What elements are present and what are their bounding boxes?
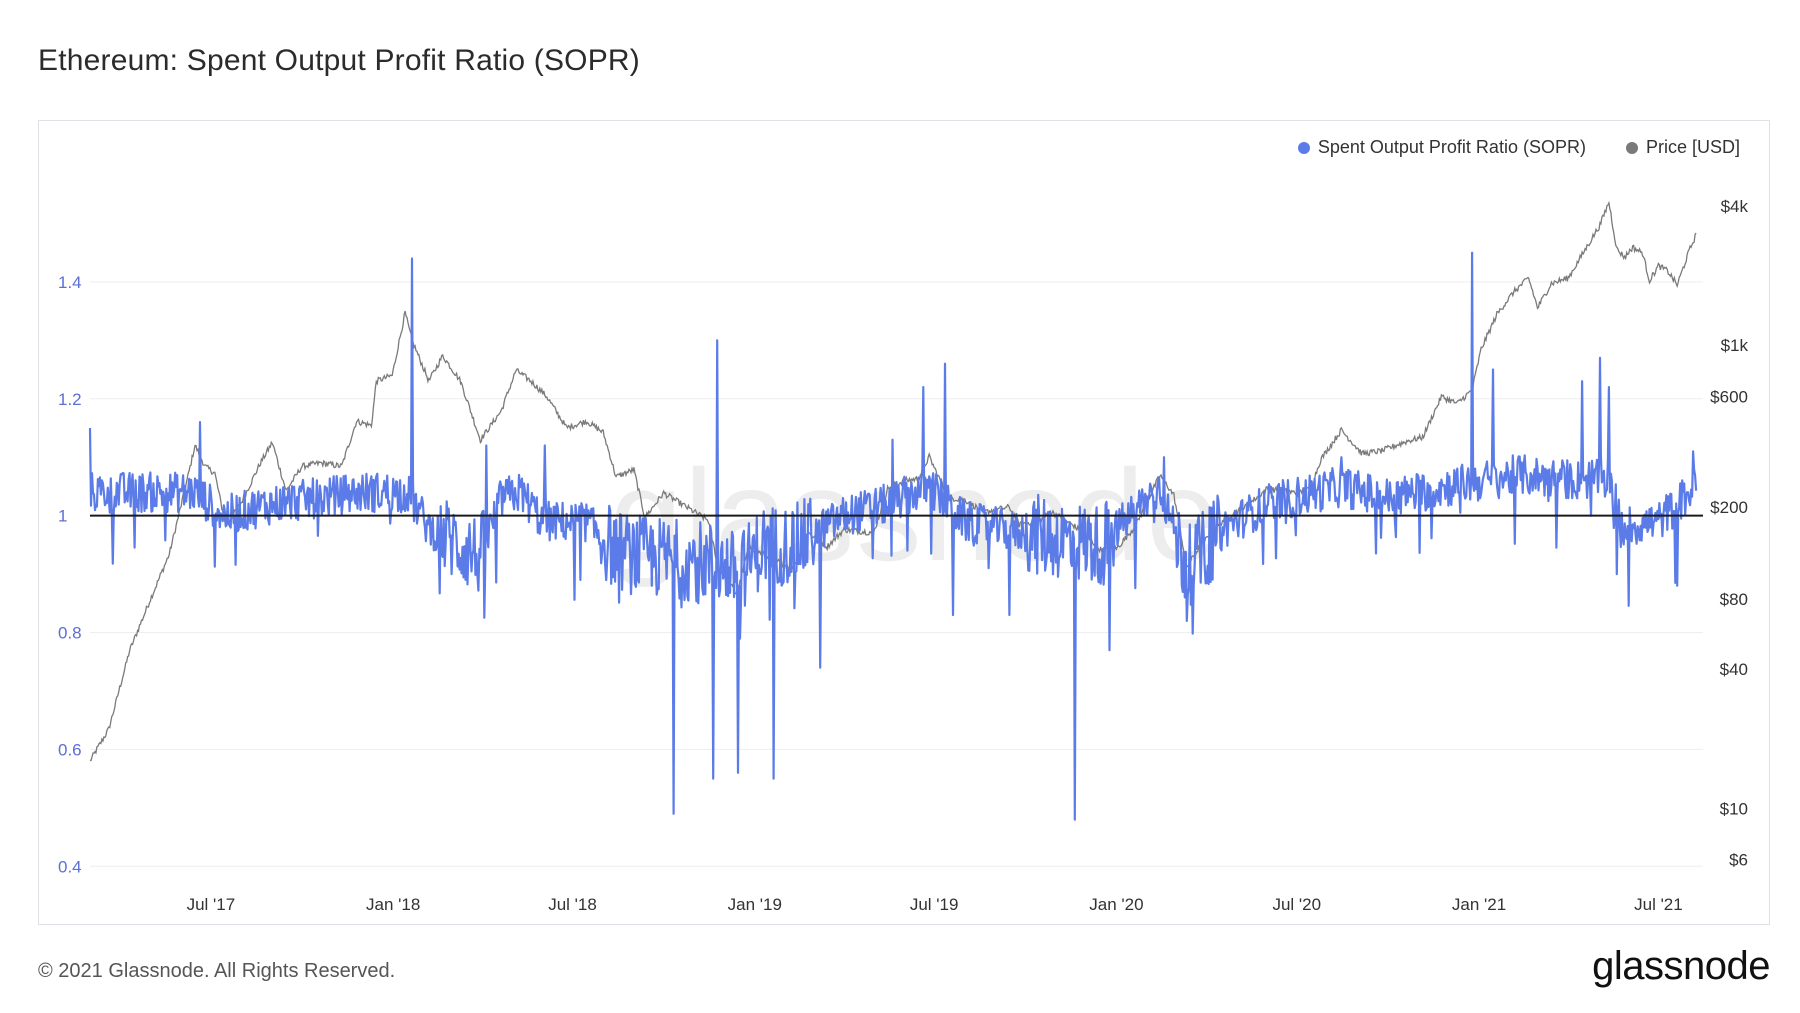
sopr-series-line <box>88 251 1698 821</box>
right-axis-tick-label: $40 <box>1720 660 1748 679</box>
x-axis-tick-label: Jul '19 <box>910 895 959 914</box>
left-axis-tick-label: 1.2 <box>58 390 82 409</box>
x-axis-tick-label: Jan '18 <box>366 895 420 914</box>
left-axis-tick-label: 0.4 <box>58 857 82 876</box>
legend-label-sopr: Spent Output Profit Ratio (SOPR) <box>1317 137 1586 157</box>
legend-item-sopr[interactable]: Spent Output Profit Ratio (SOPR) <box>1297 137 1586 158</box>
legend-label-price: Price [USD] <box>1645 137 1740 157</box>
glassnode-logo[interactable]: glassnode <box>1592 944 1770 988</box>
chart-legend: Spent Output Profit Ratio (SOPR) Price [… <box>1297 137 1740 158</box>
chart-frame <box>38 120 1770 925</box>
chart-title: Ethereum: Spent Output Profit Ratio (SOP… <box>38 44 640 77</box>
sopr-legend-dot <box>1297 141 1310 154</box>
left-axis-tick-label: 1 <box>58 507 67 526</box>
legend-item-price[interactable]: Price [USD] <box>1625 137 1740 158</box>
x-axis-tick-label: Jul '18 <box>548 895 597 914</box>
right-axis-tick-label: $600 <box>1710 388 1748 407</box>
left-axis-tick-label: 1.4 <box>58 273 82 292</box>
x-axis-tick-label: Jan '20 <box>1089 895 1143 914</box>
x-axis-tick-label: Jul '20 <box>1272 895 1321 914</box>
x-axis-tick-label: Jan '21 <box>1452 895 1506 914</box>
copyright-notice: © 2021 Glassnode. All Rights Reserved. <box>38 960 396 982</box>
right-axis-tick-label: $6 <box>1729 851 1748 870</box>
x-axis-tick-label: Jan '19 <box>728 895 782 914</box>
x-axis-tick-label: Jul '17 <box>187 895 236 914</box>
right-axis-tick-label: $1k <box>1721 336 1749 355</box>
left-axis-tick-label: 0.8 <box>58 624 82 643</box>
left-axis-tick-label: 0.6 <box>58 740 82 759</box>
right-axis-tick-label: $80 <box>1720 590 1748 609</box>
right-axis-tick-label: $10 <box>1720 799 1748 818</box>
right-axis-tick-label: $4k <box>1721 197 1749 216</box>
price-legend-dot <box>1625 141 1638 154</box>
x-axis-tick-label: Jul '21 <box>1634 895 1683 914</box>
right-axis-tick-label: $200 <box>1710 498 1748 517</box>
